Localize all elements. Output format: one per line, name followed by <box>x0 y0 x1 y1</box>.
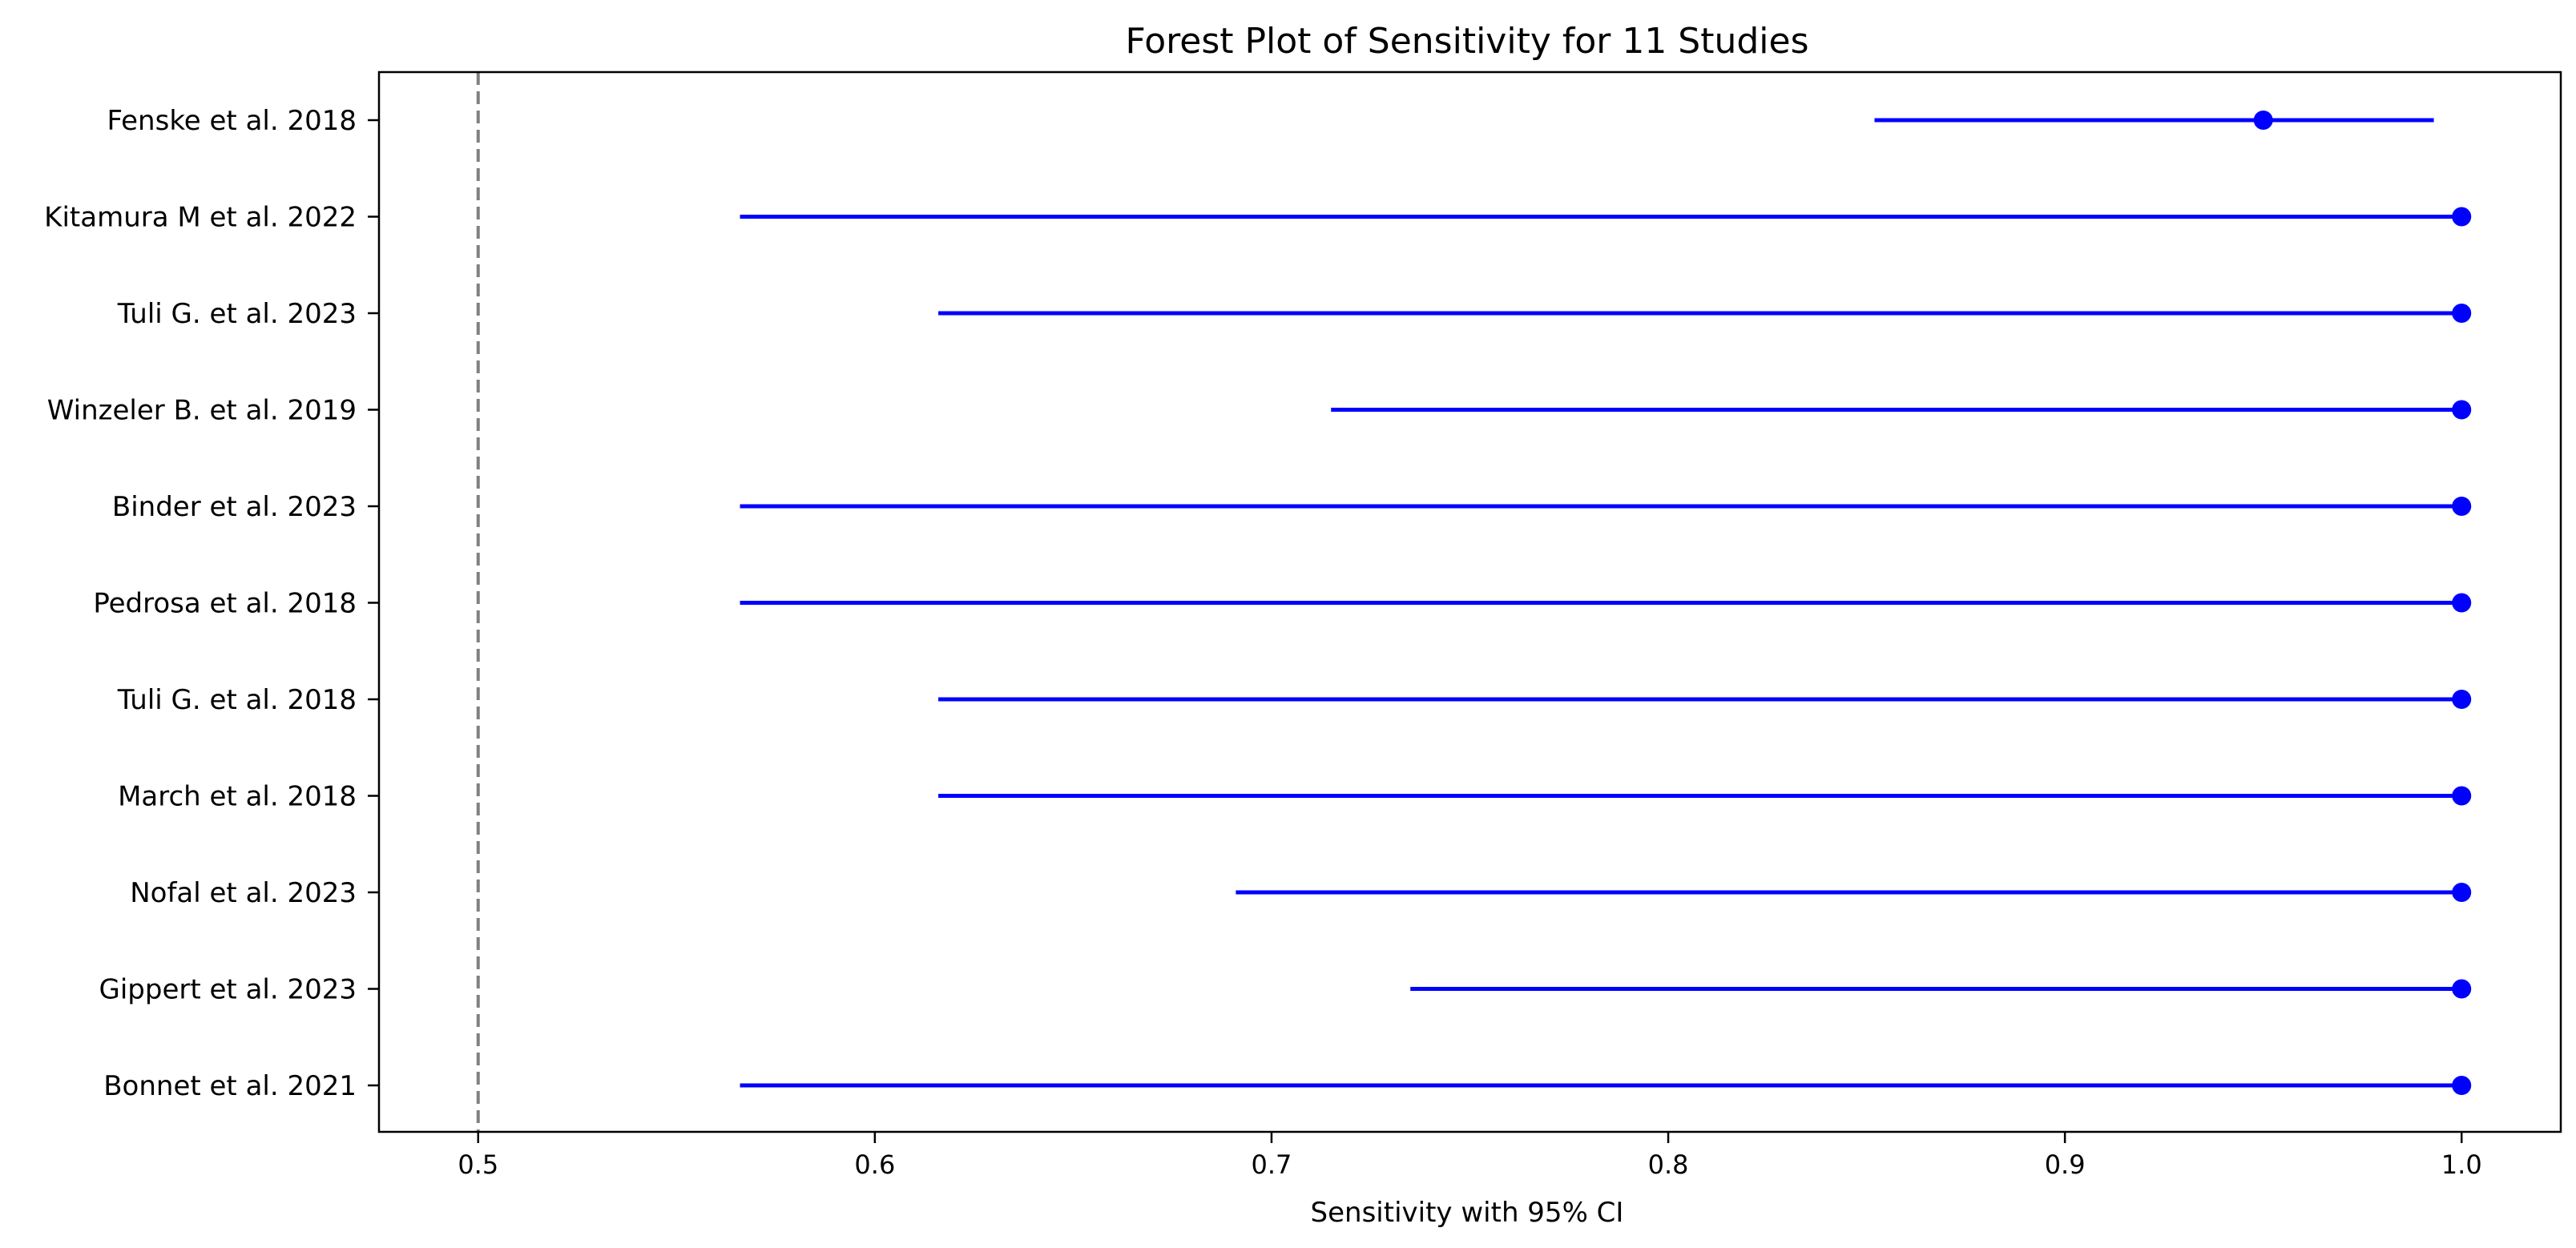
point-estimate <box>2452 883 2472 902</box>
point-estimate <box>2452 593 2472 613</box>
x-tick-label: 0.7 <box>1252 1149 1292 1180</box>
point-estimate <box>2452 400 2472 420</box>
study-label: Tuli G. et al. 2023 <box>117 298 357 330</box>
study-label: Kitamura M et al. 2022 <box>44 202 357 234</box>
study-label: Binder et al. 2023 <box>112 491 357 523</box>
x-tick-label: 0.8 <box>1648 1149 1689 1180</box>
point-estimate <box>2452 979 2472 999</box>
x-axis-label: Sensitivity with 95% CI <box>1311 1197 1624 1229</box>
study-label: Nofal et al. 2023 <box>130 877 357 909</box>
x-tick-label: 0.9 <box>2045 1149 2086 1180</box>
x-tick-label: 0.6 <box>854 1149 895 1180</box>
study-label: Gippert et al. 2023 <box>99 974 357 1006</box>
study-label: March et al. 2018 <box>118 781 357 813</box>
plot-area: 0.5 0.6 0.7 0.8 0.9 1.0 Fenske et al. 2018 Kita… <box>44 70 2562 1180</box>
study-label: Bonnet et al. 2021 <box>103 1070 357 1102</box>
point-estimate <box>2452 304 2472 323</box>
chart-title: Forest Plot of Sensitivity for 11 Studie… <box>1125 21 1808 62</box>
study-label: Winzeler B. et al. 2019 <box>47 395 357 427</box>
point-estimate <box>2452 497 2472 516</box>
point-estimate <box>2452 690 2472 709</box>
x-tick-label: 0.5 <box>458 1149 498 1180</box>
point-estimate <box>2452 1076 2472 1095</box>
point-estimate <box>2452 207 2472 227</box>
point-estimate <box>2253 111 2273 130</box>
x-tick-label: 1.0 <box>2441 1149 2482 1180</box>
point-estimate <box>2452 786 2472 806</box>
study-label: Fenske et al. 2018 <box>107 105 357 137</box>
study-label: Tuli G. et al. 2018 <box>117 684 357 716</box>
study-label: Pedrosa et al. 2018 <box>93 588 357 620</box>
